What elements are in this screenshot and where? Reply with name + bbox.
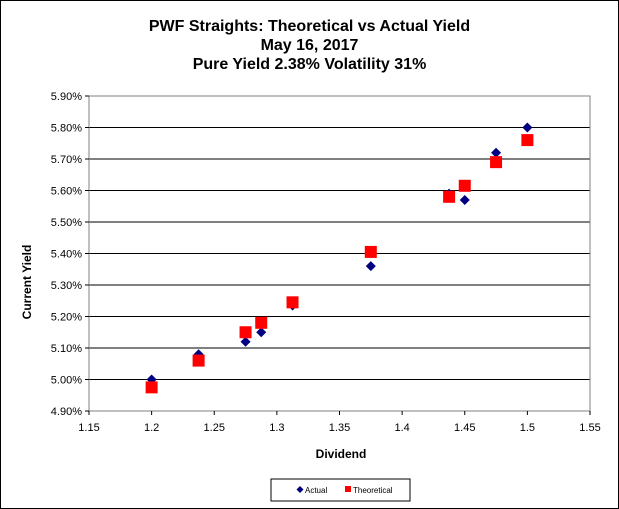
y-tick-label: 5.90%	[51, 91, 82, 103]
y-tick-label: 5.30%	[51, 280, 82, 292]
legend-box	[270, 478, 411, 502]
theoretical-point	[286, 296, 299, 309]
x-tick-label: 1.3	[269, 422, 284, 434]
theoretical-point	[145, 381, 158, 394]
theoretical-point	[192, 354, 205, 367]
gridlines	[89, 127, 590, 380]
y-axis-ticks: 4.90% 5.00% 5.10% 5.20% 5.30% 5.40% 5.50% 5.60%…	[51, 91, 89, 418]
y-tick-label: 5.20%	[51, 312, 82, 324]
theoretical-point	[521, 134, 534, 147]
x-tick-label: 1.5	[520, 422, 535, 434]
y-axis-label: Current Yield	[20, 245, 34, 320]
theoretical-point	[458, 179, 471, 192]
theoretical-point	[239, 326, 252, 339]
y-tick-label: 4.90%	[51, 406, 82, 418]
legend: Actual Theoretical	[270, 478, 411, 502]
legend-actual-label: Actual	[305, 486, 327, 495]
x-tick-label: 1.45	[454, 422, 475, 434]
x-axis-label: Dividend	[316, 447, 367, 461]
actual-point	[522, 122, 533, 133]
y-tick-label: 5.60%	[51, 186, 82, 198]
actual-point	[491, 147, 502, 158]
y-tick-label: 5.50%	[51, 217, 82, 229]
y-tick-label: 5.80%	[51, 123, 82, 135]
x-tick-label: 1.2	[144, 422, 159, 434]
theoretical-point	[364, 245, 377, 258]
chart-title-line-2: May 16, 2017	[260, 37, 359, 54]
x-tick-label: 1.55	[579, 422, 600, 434]
y-tick-label: 5.00%	[51, 375, 82, 387]
chart-title-line-1: PWF Straights: Theoretical vs Actual Yie…	[148, 18, 471, 35]
x-tick-label: 1.15	[78, 422, 99, 434]
legend-actual-marker	[296, 486, 304, 493]
x-tick-label: 1.35	[329, 422, 350, 434]
x-tick-label: 1.4	[394, 422, 409, 434]
chart-title-line-3: Pure Yield 2.38% Volatility 31%	[192, 56, 427, 73]
data-points	[145, 122, 534, 394]
y-tick-label: 5.70%	[51, 154, 82, 166]
theoretical-point	[443, 190, 456, 203]
y-tick-label: 5.10%	[51, 343, 82, 355]
legend-theoretical-marker	[345, 486, 351, 492]
x-axis-ticks: 1.15 1.2 1.25 1.3 1.35 1.4 1.45 1.5 1.55	[78, 411, 601, 434]
theoretical-point	[490, 156, 503, 169]
legend-theoretical-label: Theoretical	[353, 486, 393, 495]
theoretical-point	[255, 316, 268, 329]
actual-point	[365, 261, 376, 272]
actual-point	[459, 194, 470, 205]
actual-point	[256, 327, 267, 338]
x-tick-label: 1.25	[204, 422, 225, 434]
y-tick-label: 5.40%	[51, 249, 82, 261]
actual-point	[240, 336, 251, 347]
